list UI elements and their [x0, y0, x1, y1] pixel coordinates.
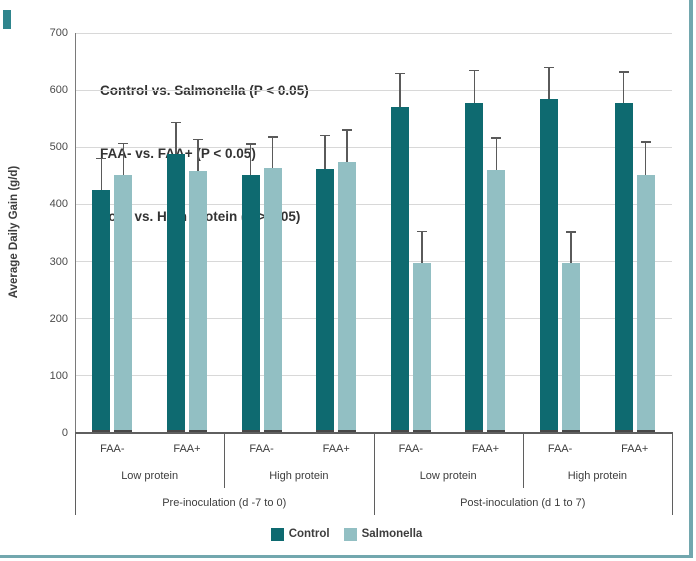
- faa-label-4: FAA+: [322, 443, 350, 455]
- legend-item-salmonella: Salmonella: [343, 527, 423, 541]
- gridline-400: [75, 203, 672, 205]
- error-bar-control-4: [324, 135, 326, 169]
- y-tick-label-500: 500: [49, 141, 68, 154]
- error-bar-control-2: [175, 122, 177, 155]
- error-cap-control-4: [320, 134, 331, 137]
- bar-salmonella-5: [412, 262, 431, 433]
- error-cap-control-5: [394, 72, 405, 75]
- y-axis-line: [75, 33, 76, 433]
- legend-label-control: Control: [288, 528, 330, 540]
- legend-label-salmonella: Salmonella: [361, 528, 423, 540]
- y-tick-label-400: 400: [49, 198, 68, 211]
- page-border-bottom: [0, 555, 693, 558]
- error-cap-salmonella-1: [118, 142, 129, 145]
- error-cap-salmonella-2: [192, 138, 203, 141]
- error-cap-salmonella-6: [491, 137, 502, 139]
- category-separator-2: [224, 433, 226, 488]
- error-cap-control-3: [245, 143, 256, 145]
- bar-control-4: [316, 169, 335, 433]
- error-cap-salmonella-7: [566, 231, 577, 233]
- gridline-600: [75, 89, 672, 91]
- y-tick-label-0: 0: [61, 427, 68, 439]
- faa-label-8: FAA+: [621, 443, 649, 455]
- bar-control-2: [166, 154, 185, 433]
- error-cap-control-1: [96, 157, 107, 160]
- bar-control-1: [92, 190, 111, 433]
- gridline-300: [75, 261, 672, 263]
- legend-item-control: Control: [270, 527, 330, 541]
- legend: Control Salmonella: [0, 526, 693, 542]
- y-axis-title: Average Daily Gain (g/d): [8, 165, 20, 299]
- bar-salmonella-7: [562, 263, 581, 433]
- y-tick-label-700: 700: [49, 27, 68, 39]
- category-separator-1: [75, 433, 76, 515]
- error-bar-salmonella-4: [346, 130, 348, 162]
- error-cap-control-8: [618, 71, 629, 73]
- gridline-500: [75, 146, 672, 148]
- period-label-1: Pre-inoculation (d -7 to 0): [162, 497, 287, 509]
- gridline-200: [75, 318, 672, 320]
- bar-control-7: [540, 99, 559, 433]
- faa-label-6: FAA+: [471, 443, 500, 455]
- bar-salmonella-1: [114, 174, 133, 433]
- bar-control-3: [241, 174, 260, 433]
- error-cap-control-2: [170, 121, 181, 124]
- bar-control-8: [614, 102, 633, 433]
- bar-control-5: [390, 106, 409, 433]
- faa-label-1: FAA-: [100, 443, 125, 455]
- page-corner-mark: [3, 10, 11, 29]
- error-cap-control-6: [469, 69, 480, 72]
- category-separator-4: [522, 433, 524, 488]
- category-separator-5: [672, 433, 673, 515]
- faa-label-2: FAA+: [173, 443, 201, 455]
- protein-label-1: Low protein: [121, 470, 179, 482]
- gridline-700: [75, 32, 672, 34]
- salmonella-color-swatch: [343, 527, 357, 541]
- control-color-swatch: [270, 527, 284, 541]
- error-bar-control-1: [100, 158, 103, 191]
- error-bar-salmonella-2: [197, 139, 199, 172]
- error-bar-control-5: [399, 73, 401, 107]
- protein-label-2: High protein: [269, 470, 329, 482]
- bar-salmonella-2: [188, 171, 207, 433]
- y-tick-label-100: 100: [49, 369, 68, 382]
- faa-label-3: FAA-: [249, 443, 274, 455]
- faa-label-7: FAA-: [547, 443, 573, 455]
- error-bar-control-7: [548, 67, 550, 100]
- error-cap-salmonella-3: [267, 136, 278, 138]
- error-cap-salmonella-8: [640, 141, 651, 143]
- bar-salmonella-8: [636, 174, 655, 433]
- y-tick-label-600: 600: [49, 84, 68, 97]
- bar-control-6: [465, 103, 484, 433]
- error-bar-control-6: [473, 70, 476, 104]
- bar-salmonella-6: [487, 169, 506, 433]
- error-bar-salmonella-7: [570, 231, 572, 264]
- bar-salmonella-4: [338, 161, 357, 433]
- error-cap-salmonella-4: [342, 129, 353, 131]
- error-bar-control-3: [249, 143, 252, 175]
- page-border-right: [689, 0, 693, 557]
- error-bar-salmonella-6: [495, 138, 498, 170]
- error-cap-salmonella-5: [416, 230, 427, 233]
- error-bar-salmonella-1: [122, 143, 125, 175]
- gridline-100: [75, 375, 672, 377]
- period-label-2: Post-inoculation (d 1 to 7): [460, 497, 586, 509]
- error-bar-salmonella-3: [271, 137, 274, 169]
- y-tick-label-300: 300: [49, 255, 68, 268]
- error-bar-salmonella-8: [644, 142, 647, 175]
- error-bar-control-8: [622, 71, 625, 103]
- protein-label-4: High protein: [567, 470, 628, 482]
- error-bar-salmonella-5: [421, 231, 423, 263]
- y-tick-label-200: 200: [49, 312, 68, 325]
- faa-label-5: FAA-: [398, 443, 424, 455]
- protein-label-3: Low protein: [419, 470, 477, 482]
- bar-salmonella-3: [263, 168, 282, 433]
- category-separator-3: [373, 433, 375, 515]
- error-cap-control-7: [544, 66, 555, 69]
